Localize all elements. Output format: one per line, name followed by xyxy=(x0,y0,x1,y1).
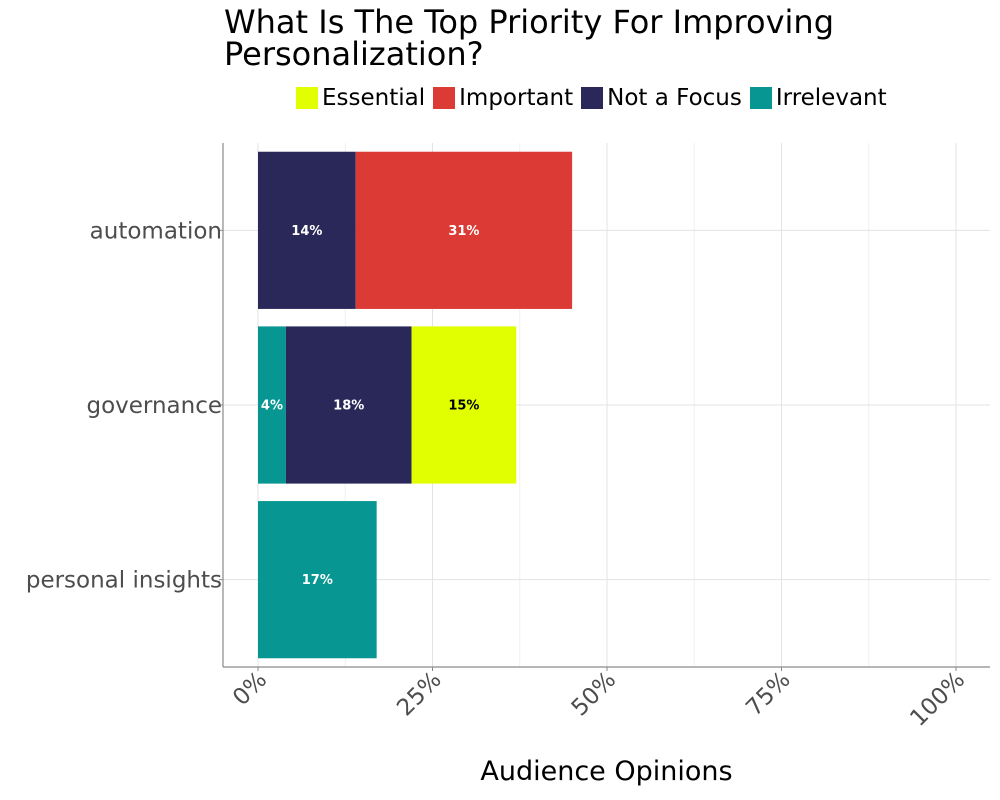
bar-segment xyxy=(411,326,517,484)
data-label: 4% xyxy=(261,399,283,414)
y-tick-label: governance xyxy=(86,393,222,419)
data-label: 17% xyxy=(302,573,333,588)
bar-segment xyxy=(285,326,412,484)
x-tick-label: 50% xyxy=(567,667,622,722)
chart-title-line-2: Personalization? xyxy=(224,35,484,73)
x-axis-label: Audience Opinions xyxy=(480,756,733,787)
legend-label: Essential xyxy=(322,85,426,111)
legend-swatch xyxy=(433,87,456,109)
legend-swatch xyxy=(296,87,318,109)
data-label: 18% xyxy=(333,399,364,414)
legend-item: Important xyxy=(433,85,573,111)
chart-legend: Essential Important Not a Focus Irrelevant xyxy=(296,84,895,112)
chart-title: What Is The Top Priority For Improving P… xyxy=(224,6,984,70)
x-tick-label: 75% xyxy=(741,667,796,722)
legend-item: Not a Focus xyxy=(581,85,742,111)
legend-label: Important xyxy=(459,85,574,111)
chart-title-line-1: What Is The Top Priority For Improving xyxy=(224,3,834,41)
bar-segment xyxy=(258,326,286,484)
data-label: 15% xyxy=(448,399,479,414)
bar-segment xyxy=(258,151,356,309)
y-tick-label: automation xyxy=(90,218,222,244)
legend-swatch xyxy=(581,87,604,109)
data-label: 14% xyxy=(291,224,322,239)
bars: 14% 31% 4% 18% 15% 17% xyxy=(258,151,573,659)
x-tick-label: 100% xyxy=(905,667,970,732)
bar-segment xyxy=(258,501,377,659)
legend-item: Essential xyxy=(296,85,425,111)
x-tick-label: 0% xyxy=(228,667,272,711)
legend-item: Irrelevant xyxy=(749,85,887,111)
legend-swatch xyxy=(749,87,772,109)
data-label: 31% xyxy=(448,224,479,239)
y-tick-label: personal insights xyxy=(26,568,222,594)
x-tick-label: 25% xyxy=(392,667,447,722)
legend-label: Irrelevant xyxy=(775,85,887,111)
legend-label: Not a Focus xyxy=(607,85,742,111)
bar-segment xyxy=(355,151,573,309)
